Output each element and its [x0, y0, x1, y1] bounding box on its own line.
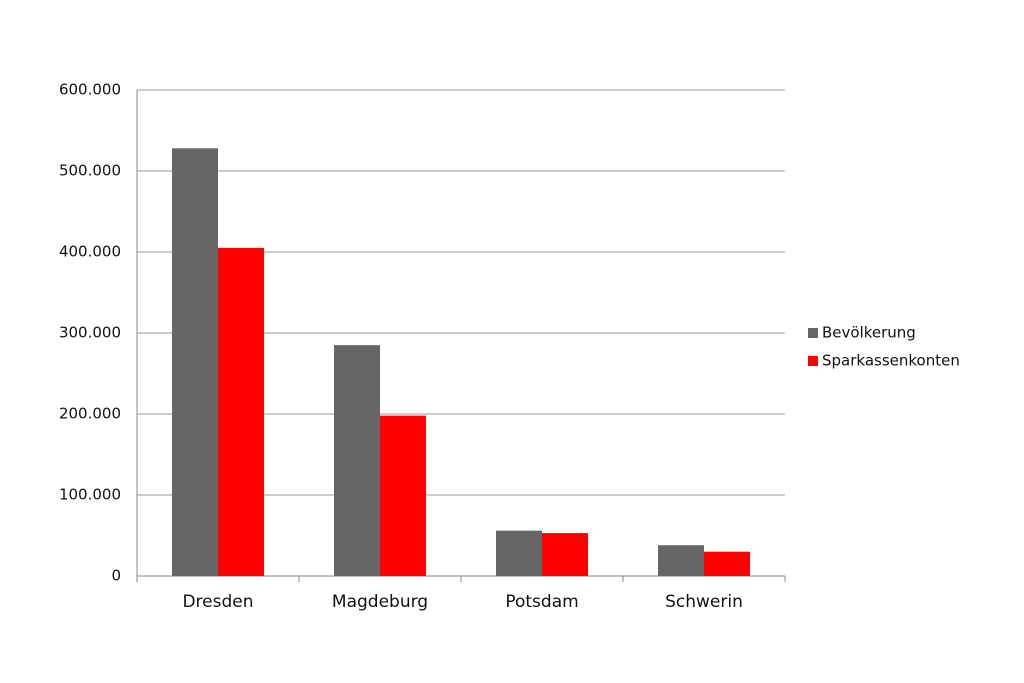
bar — [172, 148, 218, 576]
legend-swatch — [808, 356, 818, 366]
bar — [218, 247, 264, 576]
bar — [334, 345, 380, 576]
bar — [542, 533, 588, 576]
y-tick-label: 200.000 — [59, 405, 121, 423]
bar — [380, 415, 426, 576]
x-tick-label: Schwerin — [665, 592, 743, 612]
y-tick-label: 400.000 — [59, 243, 121, 261]
legend-label: Sparkassenkonten — [822, 352, 960, 370]
x-tick-label: Potsdam — [505, 592, 578, 612]
bar — [496, 530, 542, 576]
y-tick-label: 0 — [111, 567, 121, 585]
y-tick-label: 300.000 — [59, 324, 121, 342]
bar — [704, 551, 750, 576]
legend-label: Bevölkerung — [822, 324, 916, 342]
bar — [658, 545, 704, 576]
y-tick-label: 600.000 — [59, 81, 121, 99]
legend-swatch — [808, 328, 818, 338]
x-tick-label: Dresden — [182, 592, 253, 612]
x-tick-label: Magdeburg — [332, 592, 428, 612]
y-tick-label: 500.000 — [59, 162, 121, 180]
y-tick-label: 100.000 — [59, 486, 121, 504]
